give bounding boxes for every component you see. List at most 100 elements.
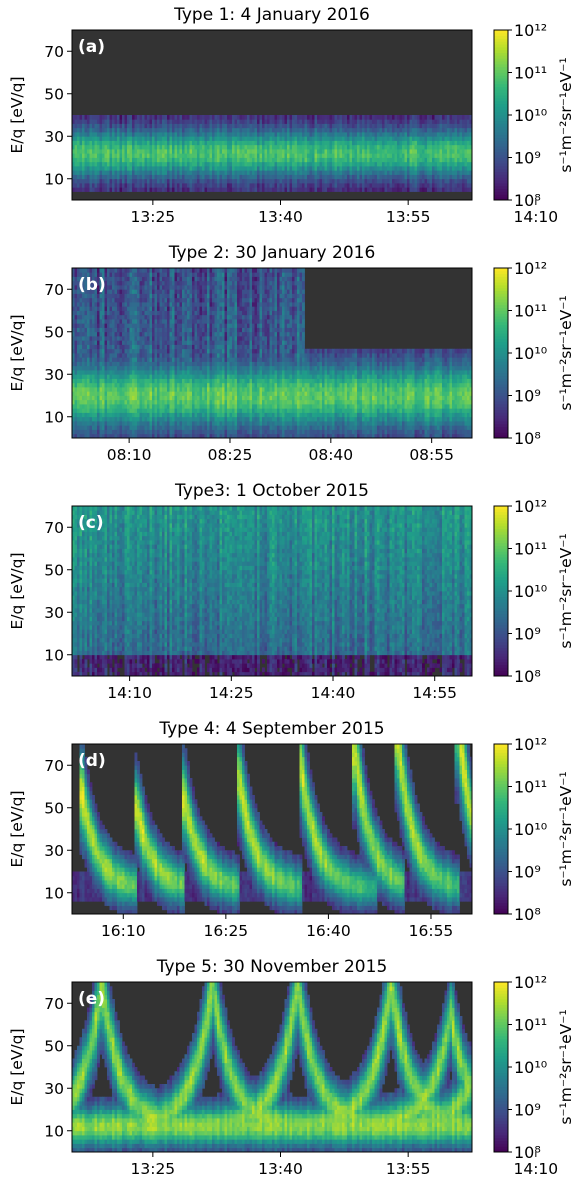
heatmap-cell	[194, 153, 198, 158]
heatmap-cell	[142, 408, 145, 413]
heatmap-cell	[189, 348, 193, 354]
heatmap-cell	[189, 382, 193, 388]
heatmap-cell	[194, 433, 198, 439]
heatmap-cell	[367, 136, 370, 141]
heatmap-cell	[109, 382, 113, 388]
heatmap-cell	[274, 183, 278, 188]
heatmap-cell	[84, 174, 88, 180]
heatmap-cell	[152, 314, 155, 320]
heatmap-cell	[269, 123, 273, 129]
heatmap-cell	[232, 157, 235, 163]
heatmap-cell	[74, 408, 78, 413]
heatmap-cell	[262, 136, 265, 141]
heatmap-cell	[232, 178, 235, 184]
heatmap-cell	[72, 404, 75, 409]
heatmap-cell	[257, 140, 260, 146]
heatmap-cell	[99, 408, 103, 413]
heatmap-cell	[469, 132, 473, 137]
heatmap-cell	[87, 178, 90, 184]
heatmap-cell	[104, 136, 108, 141]
heatmap-cell	[97, 319, 100, 324]
heatmap-cell	[99, 276, 103, 282]
heatmap-cell	[162, 314, 165, 320]
heatmap-cell	[167, 268, 170, 273]
heatmap-cell	[89, 302, 93, 307]
heatmap-cell	[164, 285, 168, 290]
heatmap-cell	[104, 353, 108, 358]
heatmap-cell	[277, 170, 280, 175]
heatmap-cell	[182, 314, 185, 320]
heatmap-cell	[74, 416, 78, 422]
heatmap-cell	[157, 153, 160, 158]
heatmap-cell	[449, 115, 453, 120]
colorbar-segment	[494, 188, 508, 192]
heatmap-cell	[262, 140, 265, 146]
heatmap-cell	[169, 123, 173, 129]
heatmap-cell	[397, 170, 400, 175]
heatmap-cell	[347, 170, 350, 175]
heatmap-cell	[159, 272, 163, 277]
heatmap-cell	[332, 136, 335, 141]
heatmap-cell	[72, 293, 75, 299]
heatmap-cell	[74, 119, 78, 124]
heatmap-cell	[404, 166, 408, 171]
heatmap-cell	[127, 391, 130, 396]
heatmap-cell	[122, 140, 125, 146]
heatmap-cell	[289, 136, 293, 141]
heatmap-cell	[99, 331, 103, 337]
heatmap-cell	[287, 170, 290, 175]
heatmap-cell	[212, 140, 215, 146]
heatmap-cell	[417, 144, 420, 150]
heatmap-cell	[157, 127, 160, 133]
heatmap-cell	[212, 187, 215, 192]
heatmap-cell	[109, 399, 113, 405]
heatmap-cell	[92, 429, 95, 435]
heatmap-cell	[129, 370, 133, 375]
heatmap-cell	[322, 144, 325, 150]
heatmap-cell	[187, 187, 190, 192]
heatmap-cell	[104, 123, 108, 129]
heatmap-cell	[114, 123, 118, 129]
heatmap-cell	[129, 161, 133, 167]
heatmap-cell	[77, 433, 80, 439]
heatmap-cell	[149, 319, 153, 324]
heatmap-cell	[159, 323, 163, 328]
heatmap-cell	[389, 136, 393, 141]
heatmap-cell	[374, 123, 378, 129]
heatmap-cell	[259, 144, 263, 150]
heatmap-cell	[202, 183, 205, 188]
colorbar-segment	[494, 129, 508, 133]
heatmap-cell	[159, 374, 163, 379]
heatmap-cell	[332, 123, 335, 129]
heatmap-cell	[239, 178, 243, 184]
heatmap-cell	[357, 170, 360, 175]
heatmap-cell	[459, 132, 463, 137]
heatmap-cell	[157, 331, 160, 337]
heatmap-cell	[339, 115, 343, 120]
heatmap-cell	[204, 153, 208, 158]
heatmap-cell	[77, 348, 80, 354]
heatmap-cell	[127, 425, 130, 430]
heatmap-cell	[164, 429, 168, 435]
heatmap-cell	[312, 170, 315, 175]
heatmap-cell	[229, 119, 233, 124]
heatmap-cell	[409, 183, 413, 188]
heatmap-cell	[372, 178, 375, 184]
heatmap-cell	[449, 157, 453, 163]
heatmap-cell	[304, 174, 308, 180]
heatmap-cell	[307, 123, 310, 129]
heatmap-cell	[359, 149, 363, 154]
heatmap-cell	[237, 127, 240, 133]
heatmap-cell	[197, 127, 200, 133]
heatmap-cell	[144, 357, 148, 362]
heatmap-cell	[159, 174, 163, 180]
heatmap-cell	[324, 153, 328, 158]
heatmap-cell	[274, 157, 278, 163]
heatmap-cell	[354, 119, 358, 124]
heatmap-cell	[192, 272, 195, 277]
heatmap-cell	[109, 433, 113, 439]
heatmap-cell	[139, 412, 143, 418]
heatmap-cell	[169, 412, 173, 418]
heatmap-cell	[94, 412, 98, 418]
heatmap-cell	[292, 170, 295, 175]
